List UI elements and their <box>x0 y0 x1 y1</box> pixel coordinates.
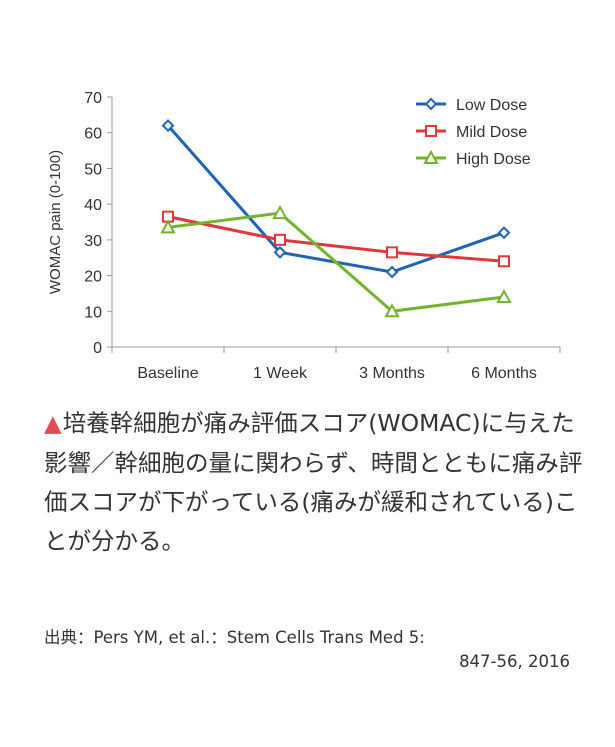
x-tick-label: 3 Months <box>359 365 425 382</box>
data-point <box>386 246 398 259</box>
data-point <box>272 204 288 220</box>
y-tick-label: 20 <box>84 269 102 286</box>
series-line <box>167 215 505 263</box>
series-high-dose <box>160 204 512 318</box>
data-point <box>274 233 286 246</box>
source-line-2: 847-56, 2016 <box>459 652 570 671</box>
data-point <box>161 119 175 132</box>
legend-item: Mild Dose <box>416 124 527 141</box>
womac-line-chart: 0 10 20 30 40 50 60 70 Baseline 1 Week 3 Months 6 … <box>47 90 561 382</box>
series-lines <box>160 119 512 318</box>
data-point <box>384 303 400 318</box>
x-tick-label: 1 Week <box>253 365 308 382</box>
series-mild-dose <box>162 210 510 268</box>
figure-caption: ▲培養幹細胞が痛み評価スコア(WOMAC)に与えた影響／幹細胞の量に関わらず、時… <box>44 404 584 561</box>
x-tick-label: 6 Months <box>471 365 537 382</box>
legend-item: Low Dose <box>416 97 527 114</box>
x-axis: Baseline 1 Week 3 Months 6 Months <box>111 346 561 382</box>
y-tick-label: 0 <box>93 340 102 357</box>
y-axis: 0 10 20 30 40 50 60 70 <box>84 90 113 357</box>
data-point <box>497 226 511 240</box>
y-tick-label: 40 <box>84 197 102 214</box>
series-line <box>167 211 505 313</box>
y-tick-label: 70 <box>84 90 102 107</box>
legend-marker <box>423 149 439 164</box>
y-tick-label: 60 <box>84 126 102 143</box>
series-line <box>166 124 505 274</box>
y-tick-label: 10 <box>84 304 102 321</box>
y-tick-label: 50 <box>84 161 102 178</box>
source-line-1: 出典：Pers YM, et al.：Stem Cells Trans Med … <box>44 628 425 647</box>
legend-label: Mild Dose <box>456 124 527 141</box>
data-point <box>160 219 176 234</box>
legend-marker <box>425 125 437 137</box>
x-tick-label: Baseline <box>137 365 198 382</box>
series-low-dose <box>161 119 511 279</box>
data-point <box>273 245 287 259</box>
y-tick-label: 30 <box>84 233 102 250</box>
legend-label: High Dose <box>456 151 531 168</box>
caption-triangle-marker: ▲ <box>44 411 62 437</box>
legend-label: Low Dose <box>456 97 527 114</box>
data-point <box>498 255 510 268</box>
data-point <box>385 265 399 279</box>
caption-text: 培養幹細胞が痛み評価スコア(WOMAC)に与えた影響／幹細胞の量に関わらず、時間… <box>44 409 583 555</box>
legend-item: High Dose <box>416 149 531 168</box>
data-point <box>496 288 512 303</box>
legend-marker <box>424 97 438 111</box>
y-axis-title: WOMAC pain (0-100) <box>47 150 64 294</box>
legend: Low Dose Mild Dose High Dose <box>416 97 531 168</box>
source-citation: 出典：Pers YM, et al.：Stem Cells Trans Med … <box>44 626 570 674</box>
